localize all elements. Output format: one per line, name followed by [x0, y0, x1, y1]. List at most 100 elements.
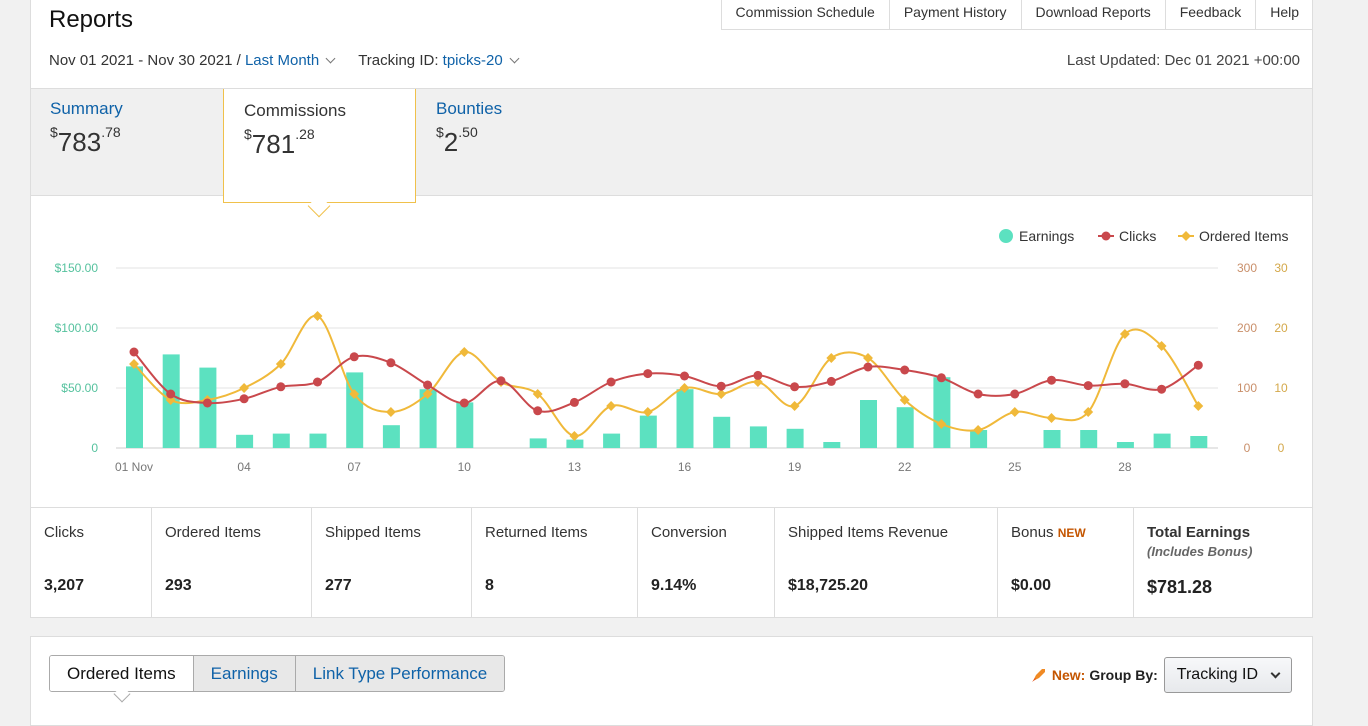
clicks-point [313, 377, 322, 387]
tab-bounties[interactable]: Bounties $2.50 [436, 99, 502, 158]
legend-label: Clicks [1119, 228, 1156, 244]
clicks-point [606, 377, 616, 387]
earnings-bar [346, 372, 364, 448]
legend-clicks-swatch [1101, 231, 1111, 241]
ordered-items-point [1156, 341, 1167, 351]
earnings-bar [713, 416, 731, 448]
ordered-items-point [606, 401, 617, 411]
help-link[interactable]: Help [1270, 4, 1299, 20]
new-badge: NEW [1057, 526, 1086, 540]
earnings-bar [1116, 442, 1134, 448]
y-axis-clicks-tick: 300 [1237, 261, 1257, 275]
clicks-point [1010, 389, 1020, 399]
ordered-items-point [275, 359, 286, 369]
clicks-point [1120, 379, 1130, 389]
clicks-point [349, 352, 359, 362]
download-reports-link[interactable]: Download Reports [1022, 0, 1166, 29]
clicks-point [1157, 384, 1167, 394]
reports-panel: Reports Commission Schedule Payment Hist… [30, 0, 1313, 618]
feedback-link[interactable]: Feedback [1166, 0, 1257, 29]
legend-earnings-swatch [999, 229, 1013, 243]
clicks-point [753, 370, 763, 380]
date-range: Nov 01 2021 - Nov 30 2021 / [49, 52, 241, 69]
detail-panel: Ordered Items Earnings Link Type Perform… [30, 636, 1313, 726]
clicks-point [900, 365, 910, 375]
x-axis-tick: 22 [898, 460, 912, 474]
chevron-down-icon[interactable] [325, 53, 336, 64]
y-axis-left-tick: $150.00 [55, 261, 99, 275]
tab-earnings[interactable]: Earnings [193, 656, 296, 691]
clicks-point [716, 381, 726, 391]
earnings-bar [896, 407, 914, 448]
tab-label: Summary [50, 99, 123, 118]
clicks-point [863, 362, 873, 372]
tab-commissions[interactable]: Commissions $781.28 [223, 89, 416, 203]
ordered-items-line [133, 314, 1200, 437]
clicks-point [569, 397, 579, 407]
legend-label: Earnings [1019, 228, 1074, 244]
earnings-bar [382, 425, 400, 448]
ordered-items-point [459, 347, 470, 357]
payment-history-link[interactable]: Payment History [890, 0, 1022, 29]
clicks-point [973, 389, 983, 399]
page-title: Reports [49, 6, 134, 33]
legend-ordered-swatch [1181, 231, 1191, 241]
ordered-items-point [385, 407, 396, 417]
earnings-bar [529, 438, 547, 448]
x-axis-tick: 07 [348, 460, 362, 474]
stat-clicks: Clicks 3,207 [31, 508, 152, 618]
earnings-bar [933, 377, 951, 448]
earnings-bar [749, 426, 767, 448]
earnings-bar [603, 433, 621, 448]
tab-link-type-performance[interactable]: Link Type Performance [295, 656, 505, 691]
tab-ordered-items[interactable]: Ordered Items [50, 656, 194, 691]
stat-conversion: Conversion 9.14% [638, 508, 775, 618]
filter-row: Nov 01 2021 - Nov 30 2021 / Last Month T… [49, 52, 520, 69]
y-axis-ordered-tick: 30 [1274, 261, 1288, 275]
ordered-items-point [863, 353, 873, 363]
stat-returned-items: Returned Items 8 [472, 508, 638, 618]
earnings-bar [272, 433, 290, 448]
earnings-bar [309, 433, 327, 448]
clicks-point [936, 373, 946, 383]
ordered-items-point [789, 401, 800, 411]
y-axis-ordered-tick: 0 [1278, 441, 1285, 455]
metric-tabs: Summary $783.78 Commissions $781.28 Boun… [31, 88, 1312, 203]
clicks-point [1047, 375, 1056, 385]
group-by-select[interactable]: Tracking ID [1163, 657, 1292, 693]
chevron-down-icon[interactable] [509, 53, 520, 64]
ordered-items-point [1046, 413, 1057, 423]
tracking-id-dropdown[interactable]: tpicks-20 [442, 52, 503, 69]
clicks-point [680, 371, 689, 381]
clicks-point [202, 398, 212, 408]
earnings-bar [126, 366, 143, 448]
y-axis-clicks-tick: 0 [1244, 441, 1251, 455]
ordered-items-point [1083, 407, 1094, 417]
tab-summary[interactable]: Summary $783.78 [50, 99, 123, 158]
clicks-point [276, 382, 286, 392]
date-range-dropdown[interactable]: Last Month [244, 52, 320, 69]
y-axis-left-tick: $100.00 [55, 321, 99, 335]
clicks-point [533, 406, 543, 416]
x-axis-tick: 19 [788, 460, 802, 474]
detail-tabs: Ordered Items Earnings Link Type Perform… [49, 655, 506, 692]
y-axis-left-tick: 0 [91, 441, 98, 455]
clicks-point [826, 376, 836, 386]
ordered-items-point [826, 353, 837, 363]
earnings-bar [419, 389, 437, 448]
clicks-point [423, 380, 433, 390]
x-axis-tick: 13 [568, 460, 582, 474]
earnings-bar [566, 439, 584, 448]
y-axis-ordered-tick: 10 [1274, 381, 1288, 395]
ordered-items-point [936, 419, 947, 429]
commission-schedule-link[interactable]: Commission Schedule [722, 0, 890, 29]
earnings-bar [786, 428, 804, 448]
earnings-bar [1190, 436, 1208, 448]
tab-label: Commissions [244, 101, 347, 120]
earnings-bar [1043, 430, 1061, 448]
chevron-down-icon [1270, 668, 1281, 678]
stat-bonus: Bonus NEW $0.00 [998, 508, 1134, 618]
y-axis-clicks-tick: 200 [1237, 321, 1257, 335]
earnings-bar [860, 400, 877, 448]
ordered-items-point [716, 389, 727, 399]
